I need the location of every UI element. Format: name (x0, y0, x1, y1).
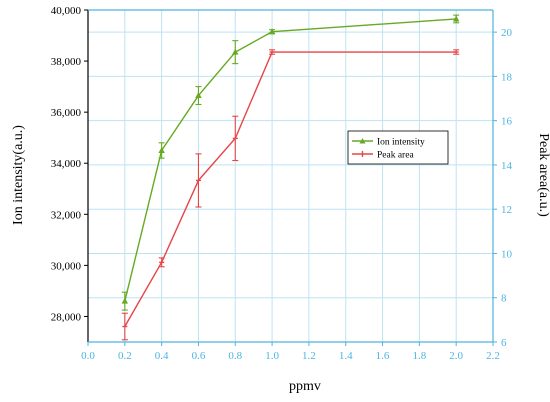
ion-point (268, 28, 276, 35)
legend: Ion intensity Peak area (347, 130, 449, 165)
x-tick-label: 2.2 (486, 350, 500, 362)
y-left-tick-label: 30,000 (51, 260, 82, 272)
y-left-tick-label: 34,000 (51, 158, 82, 170)
x-tick-label: 0.4 (155, 350, 169, 362)
ion-marker (158, 146, 165, 153)
y-left-tick-label: 38,000 (51, 56, 82, 68)
legend-ion-marker (359, 138, 366, 144)
x-tick-label: 1.2 (302, 350, 316, 362)
ion-point (158, 142, 165, 159)
y-left-tick-label: 40,000 (51, 5, 82, 17)
ion-point (195, 86, 202, 106)
ion-series-line (124, 18, 457, 302)
y-right-tick-label: 16 (501, 116, 513, 128)
y-right-tick-label: 20 (501, 27, 513, 39)
legend-peak-label: Peak area (377, 151, 414, 161)
axes (87, 9, 494, 343)
peak-point (269, 49, 276, 55)
peak-point (232, 115, 239, 162)
ion-point (232, 40, 239, 65)
y-right-tick-label: 12 (501, 204, 512, 216)
grid (87, 10, 494, 343)
x-tick-label: 0.0 (81, 350, 95, 362)
x-tick-label: 1.6 (376, 350, 390, 362)
ion-marker (232, 48, 239, 55)
y-axis-right-title: Peak area(a.u.) (536, 133, 550, 217)
peak-series-line (124, 51, 457, 327)
ticks: 0.0 0.2 0.4 0.6 0.8 1.0 1.2 1.4 1.6 1.8 2.0 2.2 28,0… (51, 5, 513, 362)
y-right-tick-label: 14 (501, 160, 513, 172)
legend-box (347, 130, 449, 165)
y-left-tick-label: 36,000 (51, 107, 82, 119)
x-tick-label: 1.0 (265, 350, 279, 362)
ion-point (121, 291, 129, 311)
series-layer (121, 14, 460, 341)
peak-point (453, 49, 460, 55)
y-right-tick-label: 8 (501, 293, 507, 305)
ion-marker (268, 28, 276, 35)
ion-marker (195, 92, 202, 99)
x-tick-label: 1.8 (412, 350, 426, 362)
x-tick-label: 2.0 (449, 350, 463, 362)
y-right-tick-label: 10 (501, 248, 513, 260)
x-tick-label: 0.2 (118, 350, 132, 362)
y-right-tick-label: 6 (501, 337, 507, 349)
peak-point (121, 312, 128, 341)
peak-point (158, 257, 165, 268)
ion-marker (452, 15, 460, 22)
x-tick-label: 0.6 (192, 350, 206, 362)
ion-marker (121, 297, 129, 304)
y-left-tick-label: 32,000 (51, 209, 82, 221)
y-right-tick-label: 18 (501, 71, 513, 83)
peak-point (195, 153, 202, 208)
x-tick-label: 1.4 (339, 350, 353, 362)
legend-ion-label: Ion intensity (377, 138, 425, 148)
y-axis-left-title: Ion intensity(a.u.) (11, 125, 26, 225)
x-axis-title: ppmv (289, 379, 321, 394)
y-left-tick-label: 28,000 (51, 311, 82, 323)
ion-point (452, 14, 460, 24)
x-tick-label: 0.8 (228, 350, 242, 362)
